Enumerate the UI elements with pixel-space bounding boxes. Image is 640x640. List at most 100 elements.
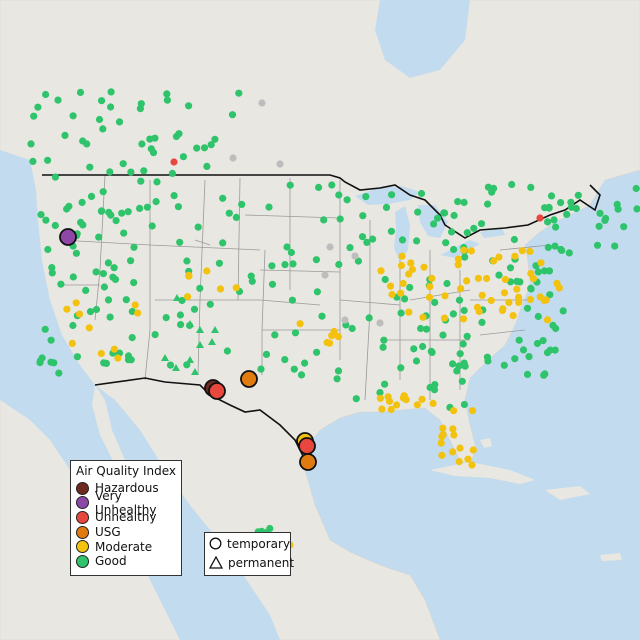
- station-marker: [534, 312, 542, 321]
- station-marker: [127, 257, 135, 265]
- station-marker: [281, 356, 289, 364]
- station-marker: [425, 293, 434, 301]
- station-marker: [313, 288, 321, 296]
- west-coast-land: [30, 160, 95, 385]
- station-marker: [44, 156, 52, 164]
- station-marker: [140, 167, 148, 175]
- station-marker: [289, 260, 297, 268]
- station-marker: [112, 217, 120, 225]
- station-marker-permanent: [173, 294, 181, 301]
- station-marker: [63, 305, 71, 313]
- station-marker: [61, 131, 69, 139]
- station-marker: [513, 277, 521, 285]
- station-marker: [450, 211, 458, 220]
- station-marker: [369, 235, 377, 243]
- station-marker: [500, 361, 508, 369]
- station-marker: [397, 309, 405, 317]
- station-marker: [633, 205, 640, 213]
- station-marker: [529, 275, 538, 283]
- station-marker: [593, 241, 602, 249]
- station-marker: [439, 331, 447, 339]
- station-marker: [271, 331, 279, 339]
- station-marker: [422, 325, 431, 333]
- legend-label: Hazardous: [95, 481, 159, 496]
- station-marker: [348, 324, 356, 333]
- station-marker: [130, 243, 138, 251]
- station-marker: [495, 253, 503, 261]
- station-marker: [229, 154, 237, 162]
- station-marker: [168, 169, 176, 177]
- station-marker: [441, 292, 449, 300]
- station-marker: [406, 283, 414, 292]
- station-marker: [454, 261, 462, 269]
- station-marker: [525, 353, 533, 361]
- station-marker: [563, 210, 571, 218]
- station-marker: [184, 293, 192, 301]
- station-marker: [508, 180, 516, 189]
- station-marker: [468, 461, 476, 469]
- station-marker: [463, 277, 471, 285]
- station-marker: [136, 105, 144, 113]
- station-marker: [510, 235, 518, 244]
- station-marker-large: [208, 382, 226, 400]
- puerto-rico: [600, 553, 622, 561]
- legend-item-hazardous: Hazardous: [71, 481, 181, 496]
- station-marker: [179, 153, 187, 161]
- station-marker: [449, 360, 457, 368]
- station-marker: [453, 367, 461, 375]
- station-marker: [602, 214, 610, 222]
- station-marker: [175, 130, 183, 138]
- aqi-legend: Air Quality Index Hazardous Very Unhealt…: [70, 460, 182, 576]
- station-marker: [533, 339, 542, 348]
- station-marker: [381, 380, 389, 388]
- station-marker: [397, 289, 405, 297]
- station-marker: [536, 293, 544, 301]
- station-marker: [54, 96, 62, 104]
- station-marker: [518, 247, 526, 255]
- station-marker: [484, 357, 492, 365]
- station-marker: [526, 247, 534, 255]
- station-marker: [387, 405, 395, 414]
- station-marker: [193, 144, 201, 152]
- station-marker: [484, 200, 492, 208]
- station-marker: [358, 233, 367, 241]
- station-marker: [200, 144, 209, 152]
- station-marker: [456, 350, 464, 358]
- station-marker: [153, 178, 161, 186]
- station-marker: [106, 168, 114, 176]
- station-marker: [377, 267, 385, 275]
- station-marker: [509, 312, 517, 320]
- monitor-type-legend: temporary permanent: [204, 532, 294, 576]
- station-marker: [328, 181, 336, 189]
- station-marker: [460, 306, 468, 315]
- station-marker: [151, 134, 159, 142]
- station-marker: [170, 192, 178, 200]
- station-marker: [557, 199, 565, 207]
- station-marker: [455, 296, 464, 304]
- lake-erie: [440, 240, 480, 258]
- station-marker: [613, 200, 621, 208]
- station-marker: [232, 284, 240, 292]
- circle-icon: [209, 537, 222, 551]
- triangle-icon: [209, 556, 223, 570]
- station-marker: [459, 340, 467, 348]
- legend-label: Unhealthy: [95, 510, 157, 525]
- station-marker: [515, 336, 523, 344]
- station-marker: [506, 264, 515, 272]
- station-marker: [107, 103, 115, 111]
- station-marker: [511, 355, 519, 363]
- station-marker: [559, 307, 567, 315]
- station-marker: [216, 285, 225, 293]
- station-marker: [495, 271, 503, 279]
- station-marker: [266, 524, 274, 533]
- station-marker: [449, 310, 457, 318]
- station-marker: [86, 308, 95, 316]
- station-marker: [69, 321, 77, 330]
- station-marker: [127, 168, 135, 176]
- station-marker: [454, 198, 462, 206]
- station-marker: [77, 218, 85, 226]
- station-marker: [552, 223, 560, 231]
- station-marker: [439, 424, 447, 432]
- station-marker: [438, 451, 446, 459]
- station-marker: [162, 314, 170, 322]
